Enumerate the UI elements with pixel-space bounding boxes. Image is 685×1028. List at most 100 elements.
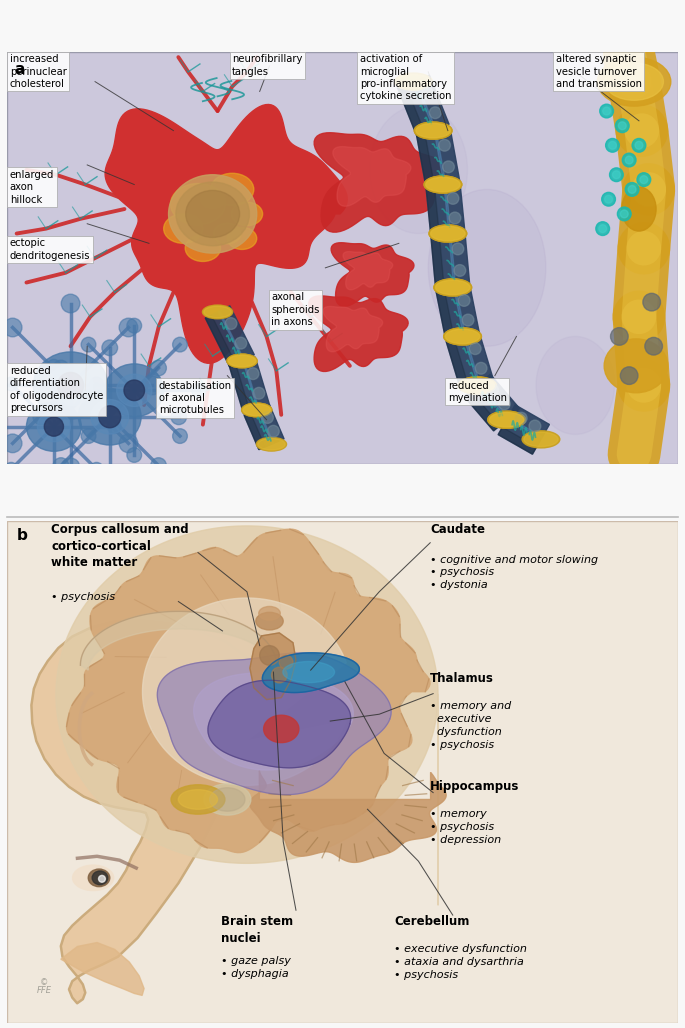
Circle shape — [603, 107, 610, 115]
Circle shape — [458, 295, 470, 306]
Ellipse shape — [416, 123, 450, 138]
Ellipse shape — [185, 235, 221, 261]
Circle shape — [429, 107, 441, 118]
Ellipse shape — [444, 328, 482, 345]
Circle shape — [475, 363, 487, 374]
Ellipse shape — [259, 607, 280, 620]
Text: increased
perinuclear
cholesterol: increased perinuclear cholesterol — [10, 54, 66, 89]
Circle shape — [617, 207, 631, 221]
Polygon shape — [206, 305, 254, 367]
Circle shape — [124, 380, 145, 401]
Ellipse shape — [151, 360, 166, 376]
Ellipse shape — [414, 122, 452, 139]
Circle shape — [452, 243, 464, 255]
Ellipse shape — [436, 281, 470, 295]
Text: ectopic
dendritogenesis: ectopic dendritogenesis — [10, 238, 90, 261]
Polygon shape — [416, 127, 460, 187]
Ellipse shape — [47, 480, 61, 493]
Polygon shape — [446, 331, 494, 391]
Text: reduced
differentiation
of oligodendrocyte
precursors: reduced differentiation of oligodendrocy… — [10, 366, 103, 413]
Circle shape — [45, 417, 64, 436]
Circle shape — [438, 140, 451, 151]
Polygon shape — [453, 287, 466, 336]
Circle shape — [469, 342, 481, 355]
Ellipse shape — [429, 225, 466, 243]
Ellipse shape — [34, 352, 108, 419]
Ellipse shape — [395, 73, 432, 90]
Ellipse shape — [4, 377, 18, 391]
Polygon shape — [507, 417, 543, 439]
Circle shape — [235, 337, 247, 350]
Ellipse shape — [62, 383, 77, 398]
Circle shape — [599, 225, 607, 232]
Ellipse shape — [105, 364, 164, 416]
Text: destabilisation
of axonal
microtubules: destabilisation of axonal microtubules — [159, 380, 232, 415]
Circle shape — [645, 337, 662, 355]
Polygon shape — [250, 633, 296, 699]
Polygon shape — [464, 374, 520, 431]
Ellipse shape — [488, 411, 525, 429]
Polygon shape — [283, 662, 334, 683]
Circle shape — [499, 398, 510, 410]
Ellipse shape — [91, 400, 129, 434]
Circle shape — [622, 153, 636, 167]
Ellipse shape — [119, 319, 138, 337]
Text: • executive dysfunction
• ataxia and dysarthria
• psychosis: • executive dysfunction • ataxia and dys… — [394, 945, 527, 980]
Ellipse shape — [178, 790, 218, 809]
Circle shape — [262, 411, 273, 424]
Polygon shape — [397, 85, 425, 137]
Ellipse shape — [426, 177, 460, 192]
Circle shape — [449, 212, 461, 224]
Ellipse shape — [143, 376, 162, 395]
Polygon shape — [464, 335, 480, 386]
Ellipse shape — [369, 106, 467, 233]
Ellipse shape — [214, 223, 241, 244]
Ellipse shape — [458, 377, 496, 394]
Circle shape — [612, 171, 621, 179]
Text: axonal
spheroids
in axons: axonal spheroids in axons — [271, 292, 320, 327]
Ellipse shape — [445, 329, 479, 343]
Ellipse shape — [53, 457, 68, 474]
Polygon shape — [105, 105, 347, 363]
Ellipse shape — [33, 409, 49, 425]
Circle shape — [279, 656, 293, 669]
Polygon shape — [498, 405, 549, 454]
Ellipse shape — [108, 419, 121, 434]
Ellipse shape — [232, 203, 262, 226]
Circle shape — [267, 426, 279, 437]
Circle shape — [596, 222, 610, 235]
Polygon shape — [464, 391, 500, 431]
Circle shape — [529, 420, 540, 432]
Ellipse shape — [173, 337, 187, 352]
Circle shape — [625, 156, 633, 163]
Ellipse shape — [597, 58, 671, 106]
Polygon shape — [449, 233, 456, 288]
Text: activation of
microglial
pro-inflammatory
cytokine secretion: activation of microglial pro-inflammator… — [360, 54, 451, 102]
Text: • gaze palsy
• dysphagia: • gaze palsy • dysphagia — [221, 956, 290, 979]
Circle shape — [610, 328, 628, 345]
Ellipse shape — [48, 365, 93, 406]
Circle shape — [225, 318, 237, 329]
Ellipse shape — [227, 354, 257, 368]
Ellipse shape — [4, 463, 18, 476]
Ellipse shape — [192, 383, 206, 398]
Circle shape — [640, 176, 648, 184]
Polygon shape — [244, 412, 265, 449]
Polygon shape — [219, 310, 244, 361]
Circle shape — [606, 139, 619, 152]
Polygon shape — [414, 80, 436, 131]
Circle shape — [643, 293, 660, 310]
Ellipse shape — [490, 412, 524, 427]
Polygon shape — [331, 243, 414, 306]
Ellipse shape — [102, 478, 118, 493]
Circle shape — [247, 368, 259, 379]
Circle shape — [615, 119, 629, 133]
Polygon shape — [434, 131, 446, 184]
Polygon shape — [262, 653, 360, 693]
Ellipse shape — [169, 175, 257, 253]
Polygon shape — [444, 184, 451, 233]
Polygon shape — [314, 133, 445, 232]
Polygon shape — [208, 681, 351, 768]
Ellipse shape — [204, 783, 251, 815]
Ellipse shape — [171, 784, 225, 814]
